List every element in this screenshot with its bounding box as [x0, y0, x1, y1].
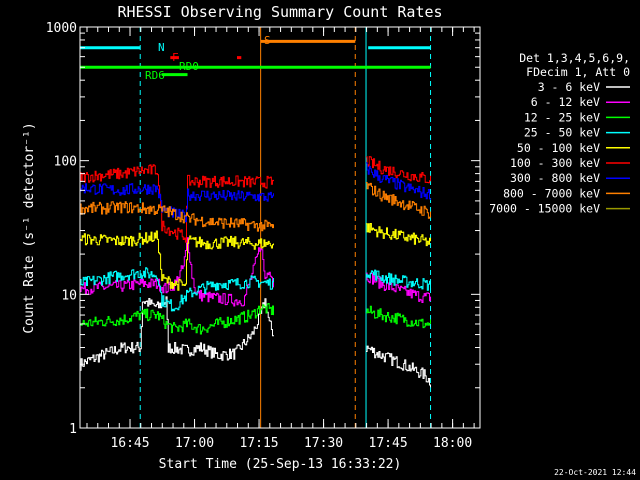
- y-tick-label: 1: [69, 422, 77, 437]
- series-line: [366, 305, 431, 329]
- annotations: N F RD0 RD6 S: [145, 34, 271, 82]
- legend-label: 100 - 300 keV: [510, 156, 600, 170]
- y-axis-label: Count Rate (s⁻¹ detector⁻¹): [22, 122, 37, 333]
- axes: 1 10 100 1000 16:45 17:00 17:15 17:30 17:45 18:00: [46, 21, 480, 451]
- series-line: [366, 269, 431, 291]
- legend-label: 25 - 50 keV: [524, 126, 600, 140]
- series-line: [366, 345, 431, 388]
- series-line: [366, 182, 431, 219]
- legend-header-1: Det 1,3,4,5,6,9,: [519, 51, 630, 65]
- legend-label: 12 - 25 keV: [524, 110, 600, 124]
- x-tick-label: 17:00: [175, 436, 214, 451]
- series-lines: [80, 156, 431, 388]
- series-line: [80, 201, 274, 232]
- legend-label: 3 - 6 keV: [538, 80, 600, 94]
- series-line: [80, 164, 274, 243]
- series-line: [80, 183, 274, 223]
- annotation-n: N: [158, 41, 165, 54]
- annotation-rd0: RD0: [179, 60, 199, 73]
- annotation-rd6: RD6: [145, 69, 165, 82]
- series-line: [366, 156, 431, 184]
- legend-label: 800 - 7000 keV: [503, 186, 600, 200]
- series-line: [366, 223, 431, 247]
- x-tick-label: 18:00: [433, 436, 472, 451]
- annotation-s: S: [264, 34, 271, 47]
- legend-label: 7000 - 15000 keV: [489, 202, 600, 216]
- annotation-f: F: [172, 51, 179, 64]
- series-line: [366, 162, 431, 200]
- series-line: [80, 230, 274, 291]
- x-axis-label: Start Time (25-Sep-13 16:33:22): [159, 457, 402, 472]
- plot-frame: [79, 26, 481, 429]
- chart-title: RHESSI Observing Summary Count Rates: [117, 3, 442, 21]
- series-line: [80, 303, 274, 335]
- status-bars: [80, 39, 431, 77]
- y-tick-label: 10: [61, 288, 77, 303]
- legend-label: 300 - 800 keV: [510, 171, 600, 185]
- footer-date: 22-Oct-2021 12:44: [554, 468, 636, 477]
- legend-label: 6 - 12 keV: [531, 95, 600, 109]
- series-line: [80, 237, 274, 307]
- x-tick-label: 17:15: [239, 436, 278, 451]
- legend: Det 1,3,4,5,6,9, FDecim 1, Att 0 3 - 6 k…: [489, 51, 630, 216]
- x-tick-label: 17:45: [369, 436, 408, 451]
- legend-label: 50 - 100 keV: [517, 141, 600, 155]
- series-line: [80, 267, 274, 312]
- y-tick-label: 1000: [46, 21, 77, 36]
- x-tick-label: 16:45: [110, 436, 149, 451]
- series-line: [80, 296, 274, 371]
- legend-header-2: FDecim 1, Att 0: [526, 65, 630, 79]
- x-tick-label: 17:30: [304, 436, 343, 451]
- y-tick-label: 100: [54, 155, 77, 170]
